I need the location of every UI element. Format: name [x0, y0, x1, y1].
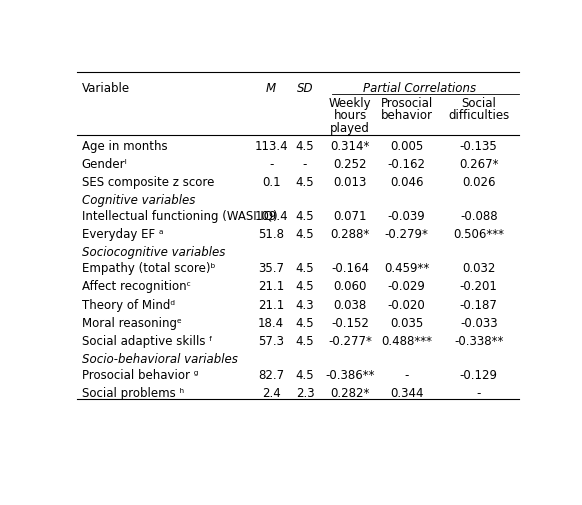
Text: Weekly: Weekly — [329, 97, 371, 110]
Text: 4.5: 4.5 — [296, 139, 314, 153]
Text: 4.5: 4.5 — [296, 280, 314, 293]
Text: Empathy (total score)ᵇ: Empathy (total score)ᵇ — [81, 262, 215, 275]
Text: -0.201: -0.201 — [460, 280, 498, 293]
Text: 109.4: 109.4 — [254, 210, 288, 223]
Text: Theory of Mindᵈ: Theory of Mindᵈ — [81, 298, 175, 312]
Text: 0.032: 0.032 — [462, 262, 495, 275]
Text: Genderˡ: Genderˡ — [81, 158, 127, 171]
Text: difficulties: difficulties — [448, 109, 509, 122]
Text: 0.060: 0.060 — [333, 280, 367, 293]
Text: 0.488***: 0.488*** — [381, 335, 432, 348]
Text: 2.3: 2.3 — [296, 387, 314, 400]
Text: 113.4: 113.4 — [254, 139, 288, 153]
Text: -0.277*: -0.277* — [328, 335, 372, 348]
Text: -0.164: -0.164 — [331, 262, 369, 275]
Text: Sociocognitive variables: Sociocognitive variables — [81, 246, 225, 260]
Text: 0.005: 0.005 — [390, 139, 423, 153]
Text: 2.4: 2.4 — [262, 387, 281, 400]
Text: 0.1: 0.1 — [262, 176, 281, 189]
Text: -: - — [404, 369, 409, 382]
Text: Prosocial: Prosocial — [381, 97, 432, 110]
Text: M: M — [266, 82, 276, 95]
Text: -: - — [303, 158, 307, 171]
Text: Affect recognitionᶜ: Affect recognitionᶜ — [81, 280, 191, 293]
Text: 4.5: 4.5 — [296, 369, 314, 382]
Text: 21.1: 21.1 — [258, 298, 285, 312]
Text: -0.129: -0.129 — [460, 369, 498, 382]
Text: 4.5: 4.5 — [296, 176, 314, 189]
Text: -0.135: -0.135 — [460, 139, 498, 153]
Text: 18.4: 18.4 — [258, 317, 284, 330]
Text: -0.020: -0.020 — [388, 298, 425, 312]
Text: 0.013: 0.013 — [333, 176, 367, 189]
Text: 35.7: 35.7 — [258, 262, 284, 275]
Text: 4.5: 4.5 — [296, 210, 314, 223]
Text: 0.026: 0.026 — [462, 176, 495, 189]
Text: 0.267*: 0.267* — [459, 158, 498, 171]
Text: -0.152: -0.152 — [331, 317, 369, 330]
Text: 0.344: 0.344 — [390, 387, 423, 400]
Text: 4.5: 4.5 — [296, 228, 314, 241]
Text: Everyday EF ᵃ: Everyday EF ᵃ — [81, 228, 164, 241]
Text: 21.1: 21.1 — [258, 280, 285, 293]
Text: -0.039: -0.039 — [388, 210, 425, 223]
Text: Prosocial behavior ᵍ: Prosocial behavior ᵍ — [81, 369, 198, 382]
Text: SD: SD — [297, 82, 313, 95]
Text: -: - — [477, 387, 481, 400]
Text: Socio-behavioral variables: Socio-behavioral variables — [81, 354, 237, 367]
Text: -0.029: -0.029 — [388, 280, 425, 293]
Text: 0.459**: 0.459** — [384, 262, 429, 275]
Text: Age in months: Age in months — [81, 139, 168, 153]
Text: 0.314*: 0.314* — [331, 139, 370, 153]
Text: 4.5: 4.5 — [296, 317, 314, 330]
Text: SES composite z score: SES composite z score — [81, 176, 214, 189]
Text: 51.8: 51.8 — [258, 228, 284, 241]
Text: played: played — [330, 122, 370, 135]
Text: Intellectual functioning (WASI IQ): Intellectual functioning (WASI IQ) — [81, 210, 278, 223]
Text: -: - — [269, 158, 274, 171]
Text: Partial Correlations: Partial Correlations — [364, 82, 477, 95]
Text: -0.162: -0.162 — [388, 158, 425, 171]
Text: 4.5: 4.5 — [296, 262, 314, 275]
Text: 0.282*: 0.282* — [331, 387, 370, 400]
Text: hours: hours — [333, 109, 367, 122]
Text: Variable: Variable — [81, 82, 130, 95]
Text: 4.3: 4.3 — [296, 298, 314, 312]
Text: behavior: behavior — [381, 109, 432, 122]
Text: Social: Social — [462, 97, 496, 110]
Text: -0.033: -0.033 — [460, 317, 498, 330]
Text: -0.187: -0.187 — [460, 298, 498, 312]
Text: 0.046: 0.046 — [390, 176, 423, 189]
Text: Social problems ʰ: Social problems ʰ — [81, 387, 184, 400]
Text: 0.288*: 0.288* — [331, 228, 370, 241]
Text: Cognitive variables: Cognitive variables — [81, 194, 195, 208]
Text: 57.3: 57.3 — [258, 335, 284, 348]
Text: 82.7: 82.7 — [258, 369, 284, 382]
Text: 0.038: 0.038 — [333, 298, 367, 312]
Text: -0.088: -0.088 — [460, 210, 498, 223]
Text: 0.035: 0.035 — [390, 317, 423, 330]
Text: -0.338**: -0.338** — [454, 335, 503, 348]
Text: -0.279*: -0.279* — [385, 228, 428, 241]
Text: Moral reasoningᵉ: Moral reasoningᵉ — [81, 317, 182, 330]
Text: -0.386**: -0.386** — [325, 369, 375, 382]
Text: 0.071: 0.071 — [333, 210, 367, 223]
Text: 0.506***: 0.506*** — [453, 228, 504, 241]
Text: Social adaptive skills ᶠ: Social adaptive skills ᶠ — [81, 335, 212, 348]
Text: 4.5: 4.5 — [296, 335, 314, 348]
Text: 0.252: 0.252 — [333, 158, 367, 171]
